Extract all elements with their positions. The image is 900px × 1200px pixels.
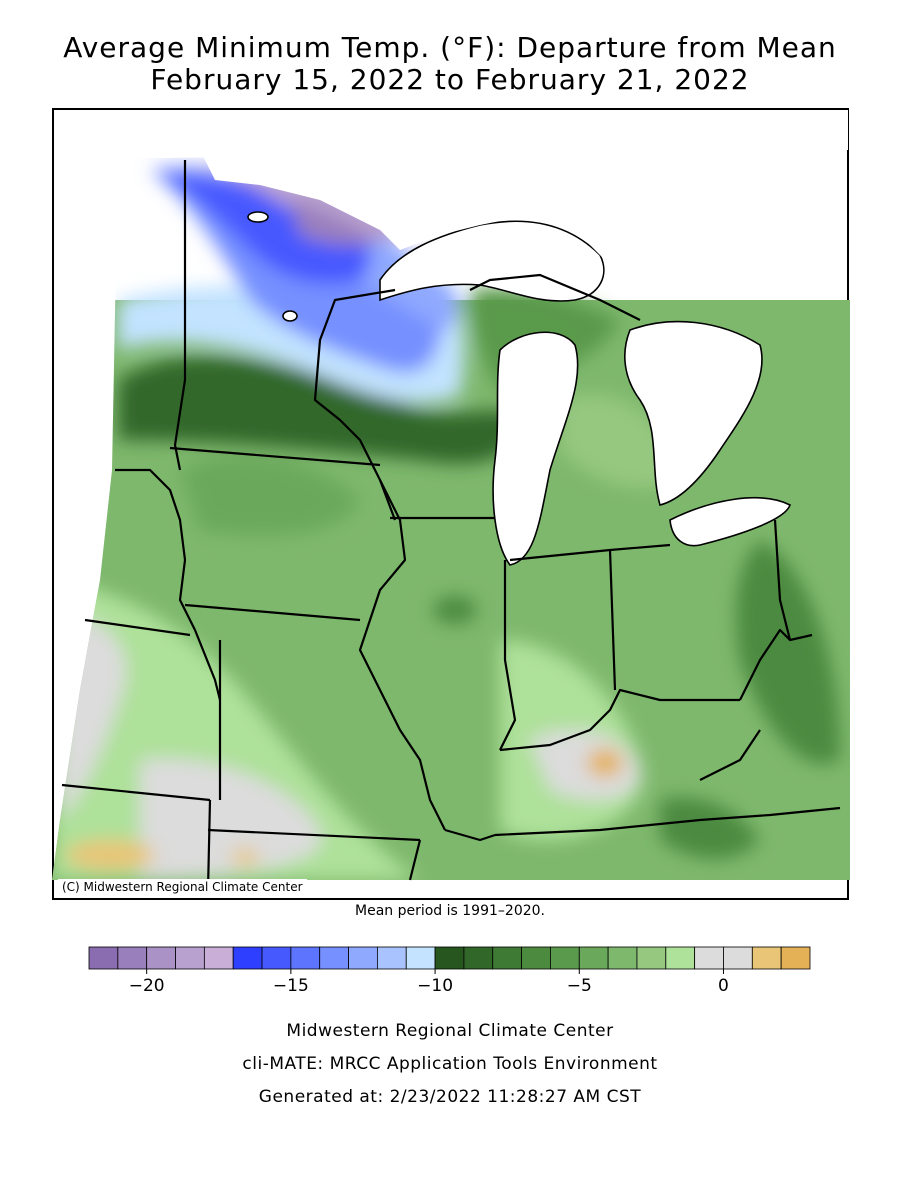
legend-swatch — [261, 946, 292, 970]
footer-tool: cli-MATE: MRCC Application Tools Environ… — [242, 1054, 658, 1074]
map-credit: (C) Midwestern Regional Climate Center — [58, 879, 307, 895]
legend-swatch — [232, 946, 263, 970]
legend-swatch — [550, 946, 580, 970]
legend-swatch — [723, 946, 753, 970]
legend-swatch — [348, 946, 378, 970]
legend-swatch — [521, 946, 551, 970]
legend-swatch — [578, 946, 609, 970]
lake-mille-lacs — [282, 310, 298, 322]
departure-shading — [52, 158, 850, 880]
legend-swatch — [290, 946, 321, 970]
map-date-range: February 15, 2022 to February 21, 2022 — [150, 63, 750, 96]
great-lakes — [247, 211, 791, 566]
legend-tick-label: 0 — [718, 976, 729, 996]
legend-tick-label: −10 — [417, 976, 454, 996]
legend-swatch — [203, 946, 234, 970]
lake-red — [247, 211, 269, 223]
legend-swatch — [175, 946, 205, 970]
color-legend — [88, 946, 811, 974]
legend-tick-label: −15 — [272, 976, 309, 996]
legend-swatch — [492, 946, 523, 970]
legend-swatch — [463, 946, 494, 970]
legend-tick-label: −20 — [128, 976, 165, 996]
lake-michigan — [492, 331, 579, 566]
legend-swatch — [607, 946, 638, 970]
state-borders — [61, 160, 841, 891]
legend-swatch — [780, 946, 811, 970]
footer-generated: Generated at: 2/23/2022 11:28:27 AM CST — [258, 1087, 642, 1107]
canada-area — [200, 110, 848, 300]
legend-swatch — [751, 946, 782, 970]
legend-swatch — [146, 946, 176, 970]
lake-superior — [379, 220, 605, 302]
legend-swatch — [434, 946, 465, 970]
legend-swatch — [665, 946, 696, 970]
legend-swatch — [405, 946, 436, 970]
lake-erie — [669, 496, 791, 547]
legend-swatch — [376, 946, 407, 970]
footer-org: Midwestern Regional Climate Center — [286, 1021, 614, 1041]
legend-swatch — [117, 946, 148, 970]
legend-swatch — [88, 946, 119, 970]
legend-swatch — [636, 946, 667, 970]
mean-period-note: Mean period is 1991–2020. — [355, 903, 545, 919]
lake-huron — [624, 320, 763, 506]
legend-swatch — [694, 946, 724, 970]
map-title: Average Minimum Temp. (°F): Departure fr… — [63, 31, 837, 64]
legend-tick-label: −5 — [566, 976, 592, 996]
legend-swatch — [319, 946, 349, 970]
